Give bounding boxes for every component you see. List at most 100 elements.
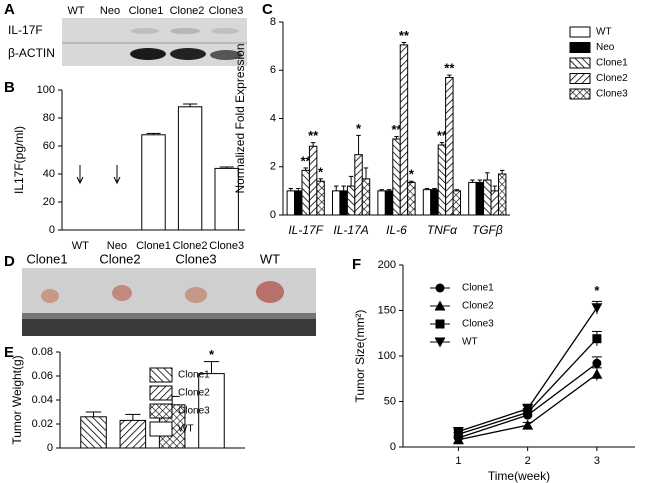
y-tick-label: 0 xyxy=(47,442,53,454)
legend-swatch xyxy=(149,421,173,437)
y-axis-label: Normalized Fold Expression xyxy=(233,43,247,193)
legend-marker xyxy=(434,300,446,311)
bar xyxy=(361,178,371,216)
legend-label: Clone1 xyxy=(596,58,628,69)
blot-band xyxy=(170,48,206,60)
y-tick-label: 20 xyxy=(43,196,55,208)
legend-label: WT xyxy=(596,27,612,38)
bar xyxy=(497,173,507,216)
bar xyxy=(490,190,499,216)
bar xyxy=(392,138,401,216)
row-label: IL-17F xyxy=(8,23,43,37)
legend-label: Clone2 xyxy=(596,73,628,84)
bar xyxy=(119,419,147,449)
bar xyxy=(339,190,348,216)
lane-label: Clone2 xyxy=(170,5,205,17)
tumor xyxy=(41,289,59,303)
ruler-edge xyxy=(22,313,316,319)
bar xyxy=(377,190,386,216)
significance: ** xyxy=(399,28,410,43)
legend-label: Clone2 xyxy=(462,301,494,312)
y-tick-label: 150 xyxy=(378,304,396,316)
y-tick-label: 0 xyxy=(49,224,55,236)
x-tick-label: 2 xyxy=(525,455,531,467)
y-tick-label: 40 xyxy=(43,168,55,180)
lane-label: Clone1 xyxy=(129,5,164,17)
y-tick-label: 0 xyxy=(270,209,276,221)
legend-marker xyxy=(434,337,446,348)
legend-marker xyxy=(435,283,445,293)
x-tick-label: Clone2 xyxy=(173,240,208,252)
legend-label: WT xyxy=(178,424,194,435)
significance: ** xyxy=(301,153,312,168)
significance: ** xyxy=(437,128,448,143)
bar xyxy=(286,190,296,216)
bar xyxy=(331,190,341,216)
sample-label: Clone3 xyxy=(175,251,216,266)
y-tick-label: 0.08 xyxy=(32,346,53,358)
bar xyxy=(316,180,325,216)
x-tick-label: Clone3 xyxy=(209,240,244,252)
x-axis-label: Time(week) xyxy=(488,469,550,483)
tumor xyxy=(256,281,284,303)
marker xyxy=(452,427,464,438)
bar xyxy=(437,144,447,216)
marker xyxy=(592,358,602,368)
legend-label: Clone2 xyxy=(178,388,210,399)
y-tick-label: 200 xyxy=(378,259,396,271)
y-axis-label: Tumor Weight(g) xyxy=(10,355,24,444)
bar xyxy=(445,76,454,216)
legend-label: Clone3 xyxy=(178,406,210,417)
blot-band xyxy=(130,48,166,60)
blot-divider xyxy=(62,42,247,44)
legend-label: WT xyxy=(462,337,478,348)
tumor xyxy=(112,285,132,301)
significance: * xyxy=(409,167,415,182)
panel-label: F xyxy=(352,256,361,273)
significance: ** xyxy=(308,128,319,143)
x-tick-label: 3 xyxy=(594,455,600,467)
y-axis-label: IL17F(pg/ml) xyxy=(12,126,26,194)
y-tick-label: 2 xyxy=(270,161,276,173)
lane-label: WT xyxy=(67,5,84,17)
legend-label: Clone3 xyxy=(462,319,494,330)
x-tick-label: TGFβ xyxy=(472,223,503,237)
x-tick-label: 1 xyxy=(455,455,461,467)
legend-swatch xyxy=(569,42,591,53)
bar xyxy=(80,416,107,449)
sample-label: Clone2 xyxy=(99,251,140,266)
bar xyxy=(308,145,318,216)
y-tick-label: 0.04 xyxy=(32,394,53,406)
x-tick-label: TNFα xyxy=(427,223,458,237)
legend-swatch xyxy=(149,367,173,383)
marker xyxy=(452,434,464,445)
row-label: β-ACTIN xyxy=(8,46,55,60)
y-tick-label: 100 xyxy=(378,350,396,362)
lane-label: Neo xyxy=(100,5,120,17)
bar xyxy=(452,190,462,216)
y-tick-label: 60 xyxy=(43,140,55,152)
significance: * xyxy=(318,164,324,179)
blot-band xyxy=(170,28,200,34)
y-tick-label: 0 xyxy=(390,441,396,453)
legend-label: Clone1 xyxy=(178,370,210,381)
blot-band xyxy=(211,28,239,34)
legend-marker xyxy=(435,319,445,329)
y-tick-label: 0.06 xyxy=(32,370,53,382)
marker xyxy=(522,404,534,415)
bar xyxy=(294,190,303,216)
x-tick-label: IL-17A xyxy=(333,223,368,237)
y-tick-label: 4 xyxy=(270,112,276,124)
bar xyxy=(346,185,356,216)
y-tick-label: 80 xyxy=(43,112,55,124)
lane-label: Clone3 xyxy=(209,5,244,17)
significance: * xyxy=(594,283,600,298)
marker xyxy=(522,419,534,430)
panel-label: B xyxy=(4,79,15,96)
sample-label: WT xyxy=(260,251,280,266)
bar xyxy=(399,44,409,216)
arrows xyxy=(76,165,121,185)
legend-label: Clone1 xyxy=(462,283,494,294)
legend-swatch xyxy=(149,403,173,419)
panel-label: E xyxy=(4,344,14,361)
